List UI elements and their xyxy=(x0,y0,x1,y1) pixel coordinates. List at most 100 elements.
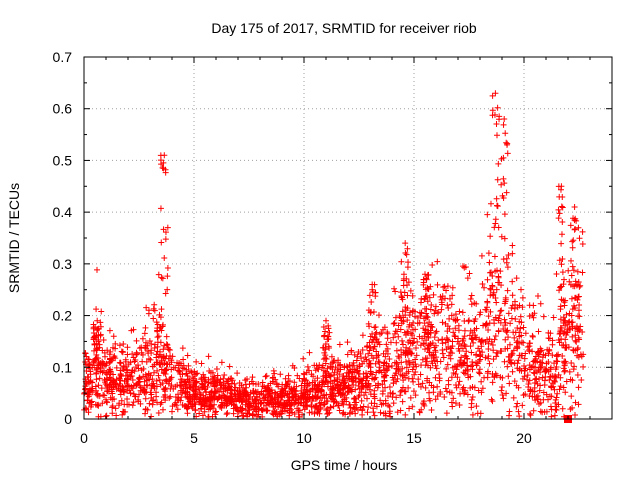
data-point xyxy=(130,399,137,406)
data-point xyxy=(339,398,346,405)
data-point xyxy=(198,360,205,367)
data-point xyxy=(412,392,419,399)
data-point xyxy=(484,298,491,305)
data-point xyxy=(517,313,524,320)
data-point xyxy=(151,301,158,308)
data-point xyxy=(93,391,100,398)
data-point xyxy=(420,276,427,283)
data-point xyxy=(460,360,467,367)
data-point xyxy=(491,111,498,118)
data-point xyxy=(499,383,506,390)
data-point xyxy=(230,405,237,412)
data-point xyxy=(574,352,581,359)
data-point xyxy=(490,291,497,298)
y-axis-label: SRMTID / TECUs xyxy=(6,183,22,293)
data-point xyxy=(284,397,291,404)
data-point xyxy=(276,401,283,408)
data-point xyxy=(353,357,360,364)
data-point xyxy=(464,355,471,362)
data-point xyxy=(556,287,563,294)
data-point xyxy=(335,390,342,397)
data-point xyxy=(381,324,388,331)
data-point xyxy=(164,286,171,293)
data-point xyxy=(394,409,401,416)
data-point xyxy=(503,139,510,146)
data-point xyxy=(477,338,484,345)
data-point xyxy=(334,374,341,381)
data-point xyxy=(469,362,476,369)
data-point xyxy=(343,363,350,370)
data-point xyxy=(94,345,101,352)
data-point xyxy=(504,264,511,271)
data-point xyxy=(405,384,412,391)
data-point xyxy=(406,348,413,355)
data-point xyxy=(505,334,512,341)
data-point xyxy=(557,383,564,390)
data-point xyxy=(461,341,468,348)
data-point xyxy=(217,379,224,386)
data-point xyxy=(139,351,146,358)
data-point xyxy=(221,372,228,379)
data-point xyxy=(391,285,398,292)
axis-ticks: 0 5 10 15 20 0 0.1 0.2 0.3 0.4 0.5 0.6 0.7 xyxy=(53,49,612,446)
data-point xyxy=(113,364,120,371)
data-point xyxy=(298,382,305,389)
data-point xyxy=(570,267,577,274)
data-point xyxy=(464,275,471,282)
data-point xyxy=(187,398,194,405)
data-point xyxy=(409,308,416,315)
x-tick-label: 0 xyxy=(80,430,88,446)
data-point xyxy=(384,367,391,374)
data-point xyxy=(162,290,169,297)
data-point xyxy=(360,375,367,382)
data-point xyxy=(567,406,574,413)
data-point xyxy=(500,256,507,263)
data-point xyxy=(146,376,153,383)
data-point xyxy=(291,410,298,417)
data-point xyxy=(434,258,441,265)
data-point xyxy=(288,385,295,392)
data-point xyxy=(501,358,508,365)
data-point xyxy=(143,358,150,365)
data-point xyxy=(170,364,177,371)
data-point xyxy=(532,359,539,366)
data-point xyxy=(344,351,351,358)
data-point xyxy=(218,402,225,409)
data-point xyxy=(555,206,562,213)
data-point xyxy=(452,333,459,340)
data-point xyxy=(258,406,265,413)
data-point xyxy=(369,286,376,293)
data-point xyxy=(417,342,424,349)
data-point xyxy=(493,132,500,139)
data-point xyxy=(398,294,405,301)
data-point xyxy=(328,353,335,360)
data-point xyxy=(358,389,365,396)
data-point xyxy=(546,376,553,383)
data-point xyxy=(195,386,202,393)
data-point xyxy=(521,367,528,374)
data-point xyxy=(428,382,435,389)
data-point xyxy=(254,393,261,400)
data-point xyxy=(519,294,526,301)
data-point xyxy=(518,319,525,326)
data-point xyxy=(320,356,327,363)
data-point xyxy=(424,284,431,291)
data-point xyxy=(119,348,126,355)
data-point xyxy=(306,349,313,356)
data-point xyxy=(526,343,533,350)
data-point xyxy=(333,398,340,405)
data-point xyxy=(573,338,580,345)
data-point xyxy=(485,345,492,352)
data-point xyxy=(279,404,286,411)
data-point xyxy=(490,356,497,363)
data-point xyxy=(336,341,343,348)
data-point xyxy=(410,388,417,395)
data-point xyxy=(398,317,405,324)
data-point xyxy=(193,370,200,377)
data-point xyxy=(505,353,512,360)
data-point xyxy=(403,282,410,289)
data-point xyxy=(124,381,131,388)
data-point xyxy=(417,371,424,378)
data-point xyxy=(249,411,256,418)
data-point xyxy=(390,320,397,327)
